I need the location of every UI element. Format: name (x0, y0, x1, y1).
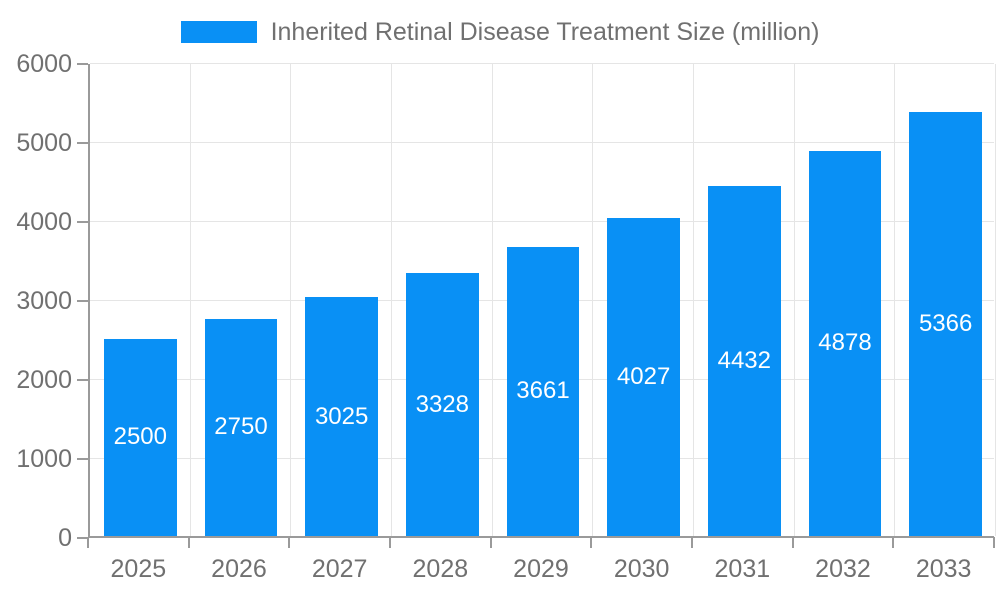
bar-value-label: 4027 (616, 362, 671, 390)
bar-value-label: 4432 (717, 346, 771, 374)
x-tick-mark (791, 537, 794, 548)
y-tick-label: 1000 (16, 445, 72, 473)
y-tick-label: 4000 (16, 208, 72, 236)
x-tick-mark (87, 537, 89, 548)
y-tick-mark (77, 458, 88, 460)
y-tick-label: 0 (58, 524, 72, 552)
x-tick-label: 2028 (412, 555, 469, 583)
legend: Inherited Retinal Disease Treatment Size… (0, 16, 1000, 48)
legend-label: Inherited Retinal Disease Treatment Size… (270, 17, 820, 46)
gridline-vertical (592, 64, 594, 536)
x-tick-mark (691, 537, 693, 548)
bar-value-label: 5366 (918, 310, 973, 338)
legend-swatch (180, 21, 257, 43)
x-tick-label: 2030 (613, 555, 670, 583)
gridline-horizontal (90, 221, 994, 222)
gridline-vertical (995, 64, 996, 536)
gridline-vertical (290, 64, 292, 536)
x-tick-label: 2027 (311, 555, 368, 583)
gridline-vertical (894, 64, 896, 536)
bar-value-label: 2500 (113, 423, 167, 451)
gridline-vertical (793, 64, 795, 536)
bar: 4878 (808, 150, 882, 536)
y-tick-mark (77, 63, 88, 65)
gridline-vertical (391, 64, 392, 536)
bar: 3661 (506, 246, 580, 536)
x-tick-label: 2029 (513, 555, 569, 583)
x-tick-label: 2025 (110, 555, 167, 583)
x-tick-mark (892, 537, 895, 548)
gridline-horizontal (90, 63, 994, 64)
x-tick-mark (288, 537, 291, 548)
y-tick-mark (77, 379, 88, 381)
gridline-vertical (491, 64, 493, 536)
x-tick-label: 2032 (815, 555, 871, 583)
x-tick-mark (590, 537, 593, 548)
bar: 2500 (104, 338, 177, 536)
x-tick-mark (187, 537, 190, 548)
bar: 4027 (607, 217, 680, 536)
bar-value-label: 3025 (314, 402, 369, 430)
bar: 4432 (708, 185, 781, 536)
y-tick-mark (77, 537, 88, 539)
y-tick-mark (77, 142, 88, 144)
gridline-horizontal (90, 142, 994, 143)
y-tick-label: 5000 (16, 129, 72, 157)
gridline-vertical (693, 64, 694, 536)
bar: 2750 (204, 318, 278, 536)
bar-value-label: 3661 (516, 377, 570, 405)
y-tick-mark (77, 221, 88, 223)
x-tick-label: 2031 (714, 555, 771, 583)
bar-value-label: 4878 (818, 329, 872, 357)
plot-area: 2500 2750 3025 3328 3661 4027 4432 4878 5366 (88, 63, 996, 538)
x-tick-mark (389, 537, 391, 548)
bar: 3025 (305, 297, 378, 536)
gridline-vertical (189, 64, 191, 536)
x-tick-mark (993, 537, 995, 548)
bar-value-label: 2750 (214, 413, 268, 441)
x-tick-label: 2033 (915, 555, 972, 583)
y-tick-label: 6000 (16, 50, 72, 78)
bar-value-label: 3328 (415, 390, 469, 418)
y-tick-label: 3000 (16, 287, 72, 315)
bar: 5366 (909, 112, 982, 536)
y-tick-label: 2000 (16, 366, 72, 394)
y-tick-mark (77, 300, 88, 302)
bar: 3328 (406, 273, 479, 536)
x-tick-mark (489, 537, 492, 548)
x-tick-label: 2026 (211, 555, 267, 583)
